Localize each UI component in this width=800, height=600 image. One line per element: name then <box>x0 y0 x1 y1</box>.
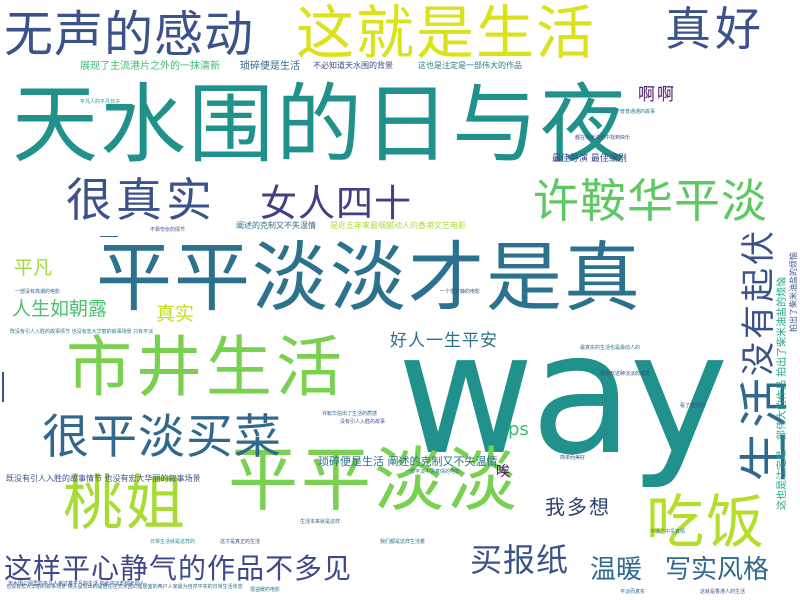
word-cloud-word: 唉 <box>496 464 510 480</box>
decorative-stroke <box>100 236 118 237</box>
word-cloud-word: 没有引人入胜的故事 <box>340 419 386 425</box>
word-cloud-word: 天水围公屋里的平凡人家过着平凡的生活 如此平淡却如此动人 <box>8 581 145 587</box>
word-cloud-word: 琐碎便是生活 阐述的克制又不失温情 <box>318 455 498 468</box>
word-cloud-word: 平平淡淡才是真 <box>96 233 642 322</box>
word-cloud-word: 写实风格 <box>665 555 770 585</box>
word-cloud-word: 一部平淡中见真情的电影 <box>405 469 461 475</box>
word-cloud-word: 平平淡淡 <box>228 439 520 521</box>
word-cloud-word: 阐述的克制又不失温情 <box>236 221 316 230</box>
word-cloud-word: 很平淡买菜 <box>42 410 282 465</box>
word-cloud-word: 一部没有高潮的电影 <box>15 289 61 295</box>
word-cloud-word: 琐碎便是生活 <box>240 61 300 72</box>
word-cloud-word: 都在柴米油盐中找到快乐 <box>575 135 631 141</box>
word-cloud-word: 我们都是这样生活着 <box>380 539 426 545</box>
word-cloud-word: 生活本来就是这样 <box>300 519 341 525</box>
word-cloud-word: 不必知道天水围的背景 <box>313 61 393 70</box>
word-cloud-word: 市井生活 <box>66 329 346 406</box>
word-cloud-word: 这样平心静气的作品不多见 <box>4 552 353 585</box>
word-cloud-word: 这也是注定是一部伟大的作品 拍出了柴米油盐的烦恼 <box>777 276 788 510</box>
word-cloud-word: 许鞍华拍出了生活的质感 <box>322 411 378 417</box>
word-cloud-word: 女人四十 <box>260 182 412 225</box>
word-cloud-word: 平凡 <box>14 257 53 279</box>
word-cloud-word: 温暖 <box>590 555 643 585</box>
word-cloud-word: 许鞍华平淡 <box>533 174 768 228</box>
word-cloud-word: 最佳导演 最佳编剧 <box>552 154 627 164</box>
word-cloud-word: 我多想 <box>545 495 611 519</box>
word-cloud-word: 这就是香港人的生活 <box>700 589 746 595</box>
word-cloud-word: way <box>397 296 729 492</box>
word-cloud-word: 天水围的日与夜 <box>12 75 628 175</box>
decorative-stroke <box>2 372 4 402</box>
word-cloud-word: 看了很舒服 <box>680 403 706 409</box>
word-cloud-word: 日常生活就是这样的 <box>150 539 196 545</box>
word-cloud-word: 吃饭 <box>646 488 767 556</box>
word-cloud-word: 简单而美好 <box>560 455 586 461</box>
word-cloud-word: 很温暖的电影 <box>250 587 281 593</box>
word-cloud-word: 拍出了柴米油盐的烦恼 <box>789 252 798 332</box>
word-cloud-word: 展现了主流港片之外的一抹清新 <box>80 61 220 72</box>
word-cloud-word: 既没有引人入胜的故事情节 也没有宏大华丽的叙事场景 只有平淡 <box>10 329 154 335</box>
word-cloud-word: 就是一个普普通通的故事 <box>600 109 656 115</box>
word-cloud-word: 买报纸 <box>470 541 570 579</box>
word-cloud-word: 桃姐 <box>63 469 187 539</box>
word-cloud-word: 是近五年来最细腻动人的香港文艺电影 <box>330 221 466 230</box>
word-cloud-word: 这就是生活 <box>296 0 597 67</box>
word-cloud-word: 这才是真正的生活 <box>220 539 261 545</box>
word-cloud-word: 没有起伏 <box>739 228 779 376</box>
word-cloud-word: 平淡而真实 <box>620 589 646 595</box>
word-cloud-word: 一个很安静的电影 <box>440 289 481 295</box>
word-cloud-word: 人生如朝露 <box>12 298 108 320</box>
word-cloud-word: 最真实的生活也是最动人的 <box>580 345 641 351</box>
word-cloud-word: 这也是注定是一部伟大的作品 <box>418 61 522 70</box>
word-cloud-word: 也没有宏大华丽的叙事场景 镜头呈现出的是居住在天水围公屋居室的两户人家最为自然平… <box>6 584 243 590</box>
word-cloud-word: 真好 <box>665 2 765 56</box>
word-cloud-word: 既没有引人入胜的故事情节 也没有宏大华丽的叙事场景 <box>6 474 201 483</box>
word-cloud-word: ps <box>508 419 529 440</box>
word-cloud-word: 啊啊 <box>638 85 676 105</box>
word-cloud-word: 平凡人的平凡日子 <box>80 99 121 105</box>
word-cloud-word: 平淡之中见真情 <box>650 529 686 535</box>
word-cloud-word: 很真实 <box>66 173 216 227</box>
word-cloud-word: 好人一生平安 <box>390 331 498 351</box>
word-cloud-word: 很喜欢这种淡淡的感觉 <box>600 371 651 377</box>
word-cloud-word: 真实 <box>156 303 195 325</box>
word-cloud-word: 不靠夸张的情节 <box>150 227 186 233</box>
word-cloud-word: 无声的感动 <box>4 6 255 63</box>
